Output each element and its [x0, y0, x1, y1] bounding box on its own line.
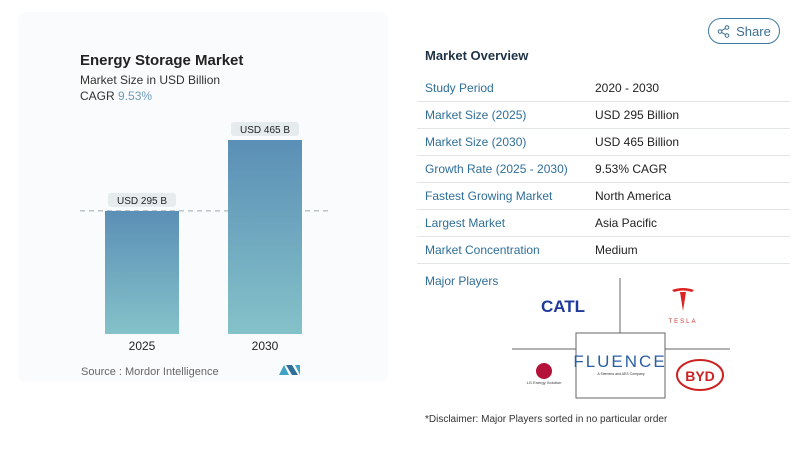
row-value: 9.53% CAGR [595, 161, 668, 176]
row-key: Market Size (2030) [425, 134, 527, 149]
overview-row: Market Concentration Medium [417, 236, 790, 264]
row-value: 2020 - 2030 [595, 80, 660, 95]
share-button[interactable]: Share [708, 18, 780, 44]
disclaimer: *Disclaimer: Major Players sorted in no … [425, 414, 668, 425]
overview-row: Growth Rate (2025 - 2030) 9.53% CAGR [417, 155, 790, 183]
row-key: Study Period [425, 80, 494, 95]
overview-row: Largest Market Asia Pacific [417, 209, 790, 237]
chart-panel: Energy Storage Market Market Size in USD… [0, 0, 400, 450]
row-value: Medium [595, 242, 638, 257]
data-label-bg [108, 192, 176, 207]
chart-subtitle: Market Size in USD Billion [80, 73, 221, 87]
x-tick-label: 2025 [129, 339, 156, 353]
row-key: Fastest Growing Market [425, 188, 553, 203]
row-value: USD 295 Billion [595, 107, 680, 122]
data-label: USD 295 B [117, 196, 167, 207]
row-value: North America [595, 188, 672, 203]
bar-chart: USD 295 B 2025 USD 465 B 2030 [80, 122, 330, 353]
overview-row: Market Size (2030) USD 465 Billion [417, 128, 790, 156]
overview-row: Fastest Growing Market North America [417, 182, 790, 210]
source-text: Source : Mordor Intelligence [81, 366, 219, 378]
row-key: Largest Market [425, 215, 506, 230]
bar-2030 [228, 140, 302, 334]
chart-card [18, 12, 388, 382]
cagr-label: CAGR [80, 89, 115, 103]
bar-2025 [105, 210, 179, 334]
data-label: USD 465 B [240, 125, 290, 136]
row-key: Market Size (2025) [425, 107, 527, 122]
row-value: Asia Pacific [595, 215, 658, 230]
row-value: USD 465 Billion [595, 134, 680, 149]
row-key: Growth Rate (2025 - 2030) [425, 161, 568, 176]
share-icon [717, 24, 730, 38]
data-label-bg [231, 122, 299, 136]
overview-row: Market Size (2025) USD 295 Billion [417, 101, 790, 129]
major-players-label: Major Players [425, 274, 499, 288]
overview-title: Market Overview [425, 48, 529, 63]
chart-title: Energy Storage Market [80, 52, 244, 69]
share-label: Share [736, 23, 771, 39]
overview-row: Study Period 2020 - 2030 [417, 74, 790, 102]
cagr-value: 9.53% [118, 89, 153, 103]
x-tick-label: 2030 [252, 339, 279, 353]
cagr: CAGR 9.53% [80, 89, 152, 103]
row-key: Market Concentration [425, 242, 540, 257]
